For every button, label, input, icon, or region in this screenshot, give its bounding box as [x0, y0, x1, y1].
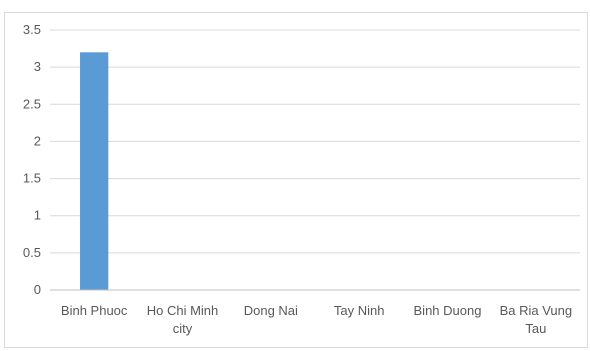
bars — [80, 52, 109, 291]
x-tick-label: Dong Nai — [244, 303, 298, 318]
y-tick-label: 3 — [34, 59, 41, 74]
x-tick-label: Ho Chi Minh city — [147, 303, 219, 336]
y-tick-label: 1.5 — [23, 171, 41, 186]
x-tick-label: Ba Ria Vung Tau — [500, 303, 573, 336]
y-tick-label: 3.5 — [23, 22, 41, 37]
y-tick-label: 2.5 — [23, 96, 41, 111]
x-tick-label: Binh Duong — [414, 303, 482, 318]
y-tick-label: 0 — [34, 282, 41, 297]
y-tick-label: 0.5 — [23, 245, 41, 260]
y-tick-label: 2 — [34, 133, 41, 148]
bar — [80, 52, 109, 291]
y-tick-labels: 0 0.5 1 1.5 2 2.5 3 3.5 — [23, 22, 41, 297]
x-tick-labels: Binh Phuoc Ho Chi Minh city Dong Nai Tay Nin… — [61, 303, 572, 336]
y-tick-label: 1 — [34, 208, 41, 223]
x-tick-label: Binh Phuoc — [61, 303, 128, 318]
gridlines — [50, 29, 580, 254]
x-tick-label: Tay Ninh — [334, 303, 385, 318]
